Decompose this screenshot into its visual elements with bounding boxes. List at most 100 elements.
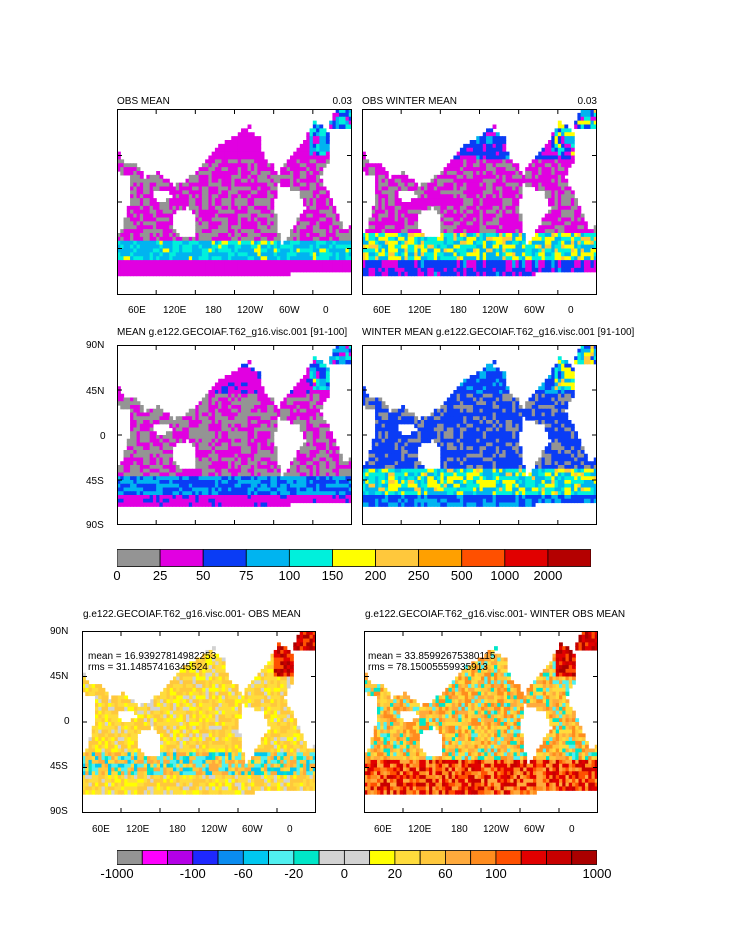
map-cell — [414, 264, 419, 269]
map-cell — [149, 260, 154, 265]
map-cell — [456, 260, 461, 265]
map-cell — [443, 213, 448, 219]
map-cell — [463, 202, 468, 207]
map-cell — [156, 244, 161, 250]
map-cell — [139, 198, 144, 203]
map-cell — [120, 264, 125, 269]
map-cell — [495, 260, 500, 265]
map-cell — [424, 194, 428, 199]
map-cell — [218, 155, 223, 160]
map-cell — [502, 205, 507, 211]
map-cell — [342, 116, 347, 122]
map-cell — [332, 209, 337, 215]
map-cell — [198, 408, 203, 414]
map-cell — [414, 217, 419, 222]
map-cell — [214, 423, 219, 429]
map-cell — [375, 260, 379, 265]
map-cell — [250, 209, 255, 215]
map-cell — [149, 453, 154, 459]
map-cell — [466, 163, 471, 168]
map-cell — [459, 202, 464, 207]
map-cell — [548, 236, 552, 242]
map-cell — [214, 194, 219, 199]
map-cell — [538, 264, 543, 269]
map-cell — [515, 190, 520, 195]
map-cell — [254, 412, 258, 417]
map-cell — [453, 174, 458, 180]
map-cell — [587, 260, 592, 265]
map-cell — [123, 457, 128, 462]
map-cell — [280, 171, 285, 176]
map-cell — [247, 221, 252, 226]
map-cell — [309, 167, 314, 172]
map-cell — [443, 260, 448, 265]
map-cell — [159, 178, 164, 184]
map-cell — [182, 205, 187, 211]
map-cell — [237, 260, 242, 265]
map-cell — [325, 453, 330, 459]
map-cell — [325, 450, 330, 455]
map-cell — [267, 221, 271, 226]
map-cell — [309, 446, 314, 451]
map-cell — [479, 194, 484, 199]
map-cell — [564, 205, 569, 211]
map-cell — [260, 438, 265, 444]
map-cell — [531, 182, 536, 188]
map-cell — [404, 178, 409, 184]
map-cell — [440, 217, 445, 222]
map-cell — [260, 453, 265, 459]
map-cell — [221, 221, 226, 226]
map-cell — [551, 240, 556, 246]
map-cell — [453, 209, 458, 215]
map-cell — [254, 453, 258, 459]
map-cell — [375, 217, 379, 222]
map-cell — [139, 221, 144, 226]
map-cell — [130, 416, 134, 421]
map-cell — [306, 198, 311, 203]
map-cell — [120, 159, 125, 164]
map-cell — [505, 171, 510, 176]
map-cell — [120, 171, 125, 176]
map-cell — [570, 194, 575, 199]
map-cell — [244, 217, 249, 222]
map-cell — [433, 248, 438, 253]
map-cell — [126, 260, 131, 265]
map-cell — [293, 171, 298, 176]
map-cell — [286, 248, 291, 253]
map-cell — [469, 252, 474, 257]
map-cell — [381, 198, 386, 203]
map-cell — [224, 453, 229, 459]
map-cell — [580, 109, 585, 114]
map-cell — [430, 256, 435, 261]
map-cell — [237, 416, 242, 421]
map-cell — [130, 453, 134, 459]
map-cell — [557, 260, 562, 265]
map-cell — [182, 248, 187, 253]
map-cell — [371, 271, 376, 277]
map-cell — [244, 236, 249, 242]
map-cell — [309, 163, 314, 168]
map-cell — [312, 405, 317, 410]
map-cell — [201, 405, 206, 410]
map-cell — [263, 427, 268, 432]
map-cell — [505, 252, 510, 257]
map-cell — [476, 217, 481, 222]
map-cell — [283, 171, 288, 176]
map-cell — [466, 252, 471, 257]
map-cell — [561, 217, 565, 222]
map-cell — [446, 252, 451, 257]
map-cell — [208, 182, 213, 188]
map-cell — [388, 229, 392, 234]
map-cell — [583, 248, 588, 253]
map-cell — [384, 202, 389, 207]
map-cell — [126, 236, 131, 242]
map-cell — [214, 264, 219, 269]
map-cell — [296, 186, 301, 191]
map-cell — [214, 252, 219, 257]
map-cell — [463, 233, 468, 238]
map-cell — [538, 159, 543, 164]
map-cell — [179, 267, 183, 273]
map-cell — [322, 386, 327, 391]
map-cell — [319, 446, 324, 451]
map-cell — [227, 412, 232, 417]
